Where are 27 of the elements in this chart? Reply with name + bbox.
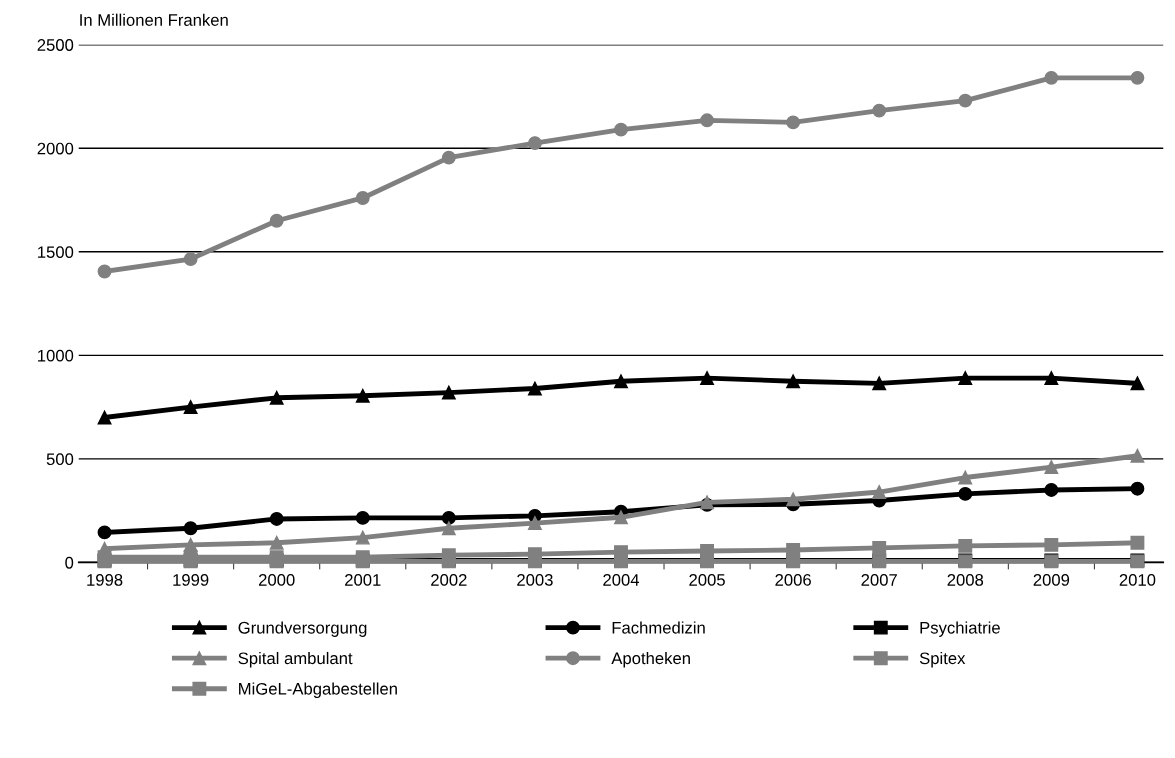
- y-tick-label: 500: [46, 453, 74, 466]
- legend-label: Spitex: [919, 651, 966, 668]
- legend-label: Apotheken: [611, 651, 690, 668]
- x-tick-label: 2009: [1033, 573, 1070, 586]
- legend-label: MiGeL-Abgabestellen: [239, 682, 397, 699]
- x-tick-label: 1998: [87, 573, 123, 586]
- legend-label: Spital ambulant: [238, 651, 353, 668]
- y-axis-title: In Millionen Franken: [80, 13, 228, 26]
- x-tick-label: 2010: [1119, 573, 1156, 586]
- legend-label: Fachmedizin: [612, 621, 705, 634]
- x-tick-label: 2000: [259, 573, 295, 586]
- legend-label: Grundversorgung: [238, 621, 367, 637]
- y-tick-label: 1000: [38, 349, 74, 362]
- x-tick-label: 2003: [517, 573, 553, 586]
- y-tick-label: 2500: [37, 39, 74, 51]
- y-tick-label: 1500: [38, 246, 74, 259]
- x-tick-label: 2006: [775, 573, 811, 586]
- y-tick-label: 0: [65, 556, 74, 569]
- x-tick-label: 2005: [689, 573, 725, 586]
- x-tick-label: 1999: [173, 573, 209, 586]
- legend-label: Psychiatrie: [920, 621, 1000, 637]
- y-tick-label: 2000: [37, 142, 74, 155]
- x-tick-label: 2004: [603, 573, 640, 586]
- x-tick-label: 2008: [947, 573, 984, 586]
- x-tick-label: 2001: [345, 573, 381, 586]
- x-tick-label: 2002: [431, 573, 467, 586]
- x-tick-label: 2007: [861, 573, 897, 586]
